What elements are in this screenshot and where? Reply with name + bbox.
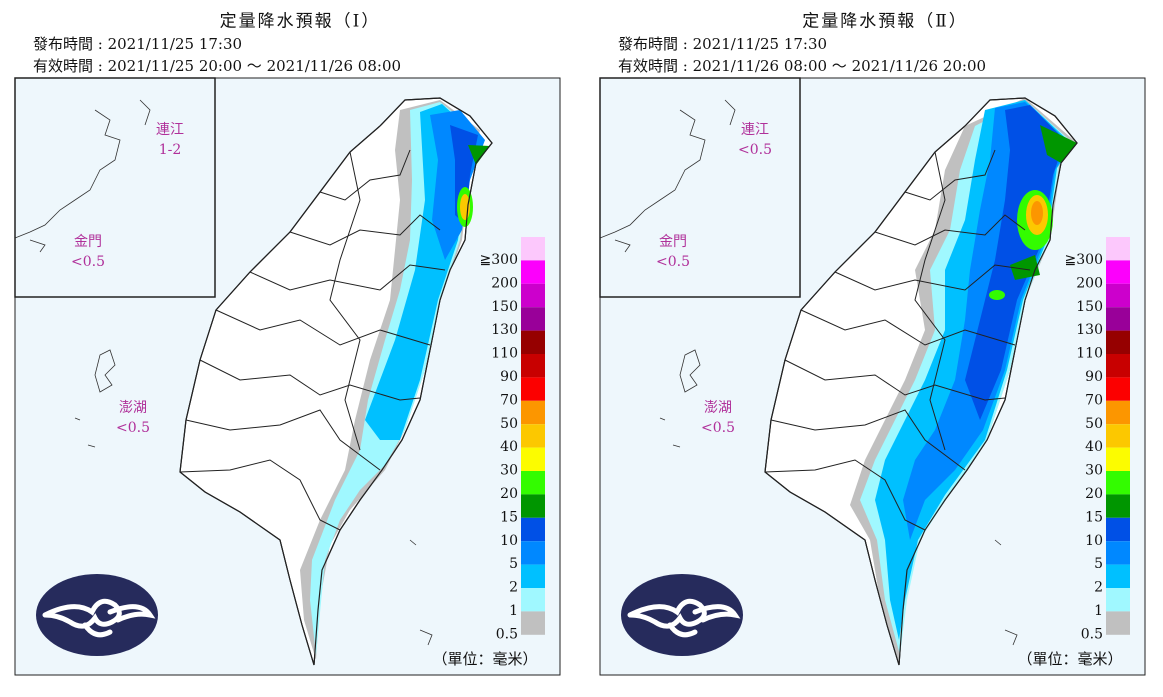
legend-swatch: [1106, 541, 1130, 565]
legend-label: 70: [1085, 392, 1103, 408]
legend-label: 15: [500, 509, 518, 525]
island-name: 澎湖: [119, 400, 147, 416]
legend-label: 1: [509, 603, 518, 619]
legend-swatch: [521, 517, 545, 542]
legend-label: 15: [1085, 509, 1103, 525]
legend-swatch: [521, 354, 545, 378]
island-name: 金門: [74, 234, 102, 250]
legend-label: 50: [1085, 416, 1103, 432]
issued-time: 發布時間 : 2021/11/25 17:30: [618, 35, 827, 53]
legend-swatch: [521, 471, 545, 495]
legend-label: 20: [1085, 486, 1103, 502]
valid-time: 有效時間 : 2021/11/25 20:00 ～ 2021/11/26 08:…: [33, 57, 401, 75]
legend-label: 90: [500, 369, 518, 385]
legend-label: 110: [1076, 346, 1103, 362]
legend-label: 90: [1085, 369, 1103, 385]
logo-bg: [621, 574, 743, 656]
inset-frame: [14, 77, 216, 298]
legend-label: 200: [491, 275, 518, 291]
legend-label: 0.5: [496, 626, 518, 642]
valid-time: 有效時間 : 2021/11/26 08:00 ～ 2021/11/26 20:…: [618, 57, 986, 75]
island-value: <0.5: [701, 420, 735, 436]
legend-swatch: [521, 237, 545, 261]
legend-swatch: [1106, 377, 1130, 401]
legend-label: 130: [1076, 322, 1103, 338]
island-name: 連江: [156, 122, 184, 138]
legend-label: 50: [500, 416, 518, 432]
legend-swatch: [1106, 400, 1130, 425]
legend-swatch: [521, 541, 545, 565]
legend-swatch: [1106, 447, 1130, 471]
legend-label: 2: [509, 580, 518, 596]
legend-label: 130: [491, 322, 518, 338]
legend-label: 2: [1094, 580, 1103, 596]
legend-label: 30: [500, 463, 518, 479]
cwb-logo: [621, 574, 743, 656]
logo-mark: [627, 598, 741, 638]
legend-swatch: [1106, 564, 1130, 588]
legend-swatch: [1106, 611, 1130, 635]
island-value: <0.5: [116, 420, 150, 436]
legend-label: ≧300: [480, 252, 518, 268]
legend-swatch: [1106, 330, 1130, 354]
panel-title: 定量降水預報（Ⅱ）: [802, 12, 968, 32]
legend-label: 110: [491, 346, 518, 362]
legend-label: 5: [1094, 556, 1103, 572]
legend-swatch: [521, 611, 545, 635]
legend-label: 10: [1085, 533, 1103, 549]
legend-swatch: [1106, 260, 1130, 284]
legend-swatch: [521, 283, 545, 308]
island-name: 金門: [659, 234, 687, 250]
legend-label: 40: [500, 439, 518, 455]
island-value: <0.5: [71, 254, 105, 270]
logo-bg: [36, 574, 158, 656]
logo-mark: [42, 598, 156, 638]
legend-swatch: [1106, 283, 1130, 308]
island-value: <0.5: [656, 254, 690, 270]
map-panel: 定量降水預報（Ⅱ） 發布時間 : 2021/11/25 17:30 有效時間 : 2…: [599, 12, 1146, 676]
legend-swatch: [521, 307, 545, 331]
legend-label: 10: [500, 533, 518, 549]
legend-swatch: [1106, 354, 1130, 378]
legend-swatch: [1106, 307, 1130, 331]
legend-swatch: [1106, 517, 1130, 542]
island-value: <0.5: [738, 142, 772, 158]
unit-label: （單位：毫米）: [432, 650, 537, 668]
legend-label: 200: [1076, 275, 1103, 291]
legend-label: 150: [1076, 299, 1103, 315]
legend-swatch: [521, 564, 545, 588]
legend-swatch: [521, 377, 545, 401]
legend-label: 70: [500, 392, 518, 408]
unit-label: （單位：毫米）: [1017, 650, 1122, 668]
legend-swatch: [1106, 494, 1130, 518]
legend-swatch: [521, 330, 545, 354]
legend-label: 150: [491, 299, 518, 315]
legend-swatch: [521, 424, 545, 448]
legend-swatch: [521, 447, 545, 471]
issued-time: 發布時間 : 2021/11/25 17:30: [33, 35, 242, 53]
legend-label: 1: [1094, 603, 1103, 619]
inset-frame: [599, 77, 801, 298]
legend-swatch: [1106, 424, 1130, 448]
legend-swatch: [1106, 471, 1130, 495]
island-name: 澎湖: [704, 400, 732, 416]
panel-title: 定量降水預報（Ⅰ）: [220, 12, 381, 32]
legend-swatch: [1106, 588, 1130, 612]
legend-swatch: [521, 494, 545, 518]
legend-swatch: [521, 260, 545, 284]
island-name: 連江: [741, 122, 769, 138]
legend-swatch: [1106, 237, 1130, 261]
legend-label: ≧300: [1065, 252, 1103, 268]
legend-label: 0.5: [1081, 626, 1103, 642]
legend-label: 40: [1085, 439, 1103, 455]
legend-label: 5: [509, 556, 518, 572]
island-value: 1-2: [159, 142, 182, 158]
legend-label: 20: [500, 486, 518, 502]
legend-label: 30: [1085, 463, 1103, 479]
legend-swatch: [521, 588, 545, 612]
legend-swatch: [521, 400, 545, 425]
cwb-logo: [36, 574, 158, 656]
map-panel: 定量降水預報（Ⅰ） 發布時間 : 2021/11/25 17:30 有效時間 : 2…: [14, 12, 561, 676]
